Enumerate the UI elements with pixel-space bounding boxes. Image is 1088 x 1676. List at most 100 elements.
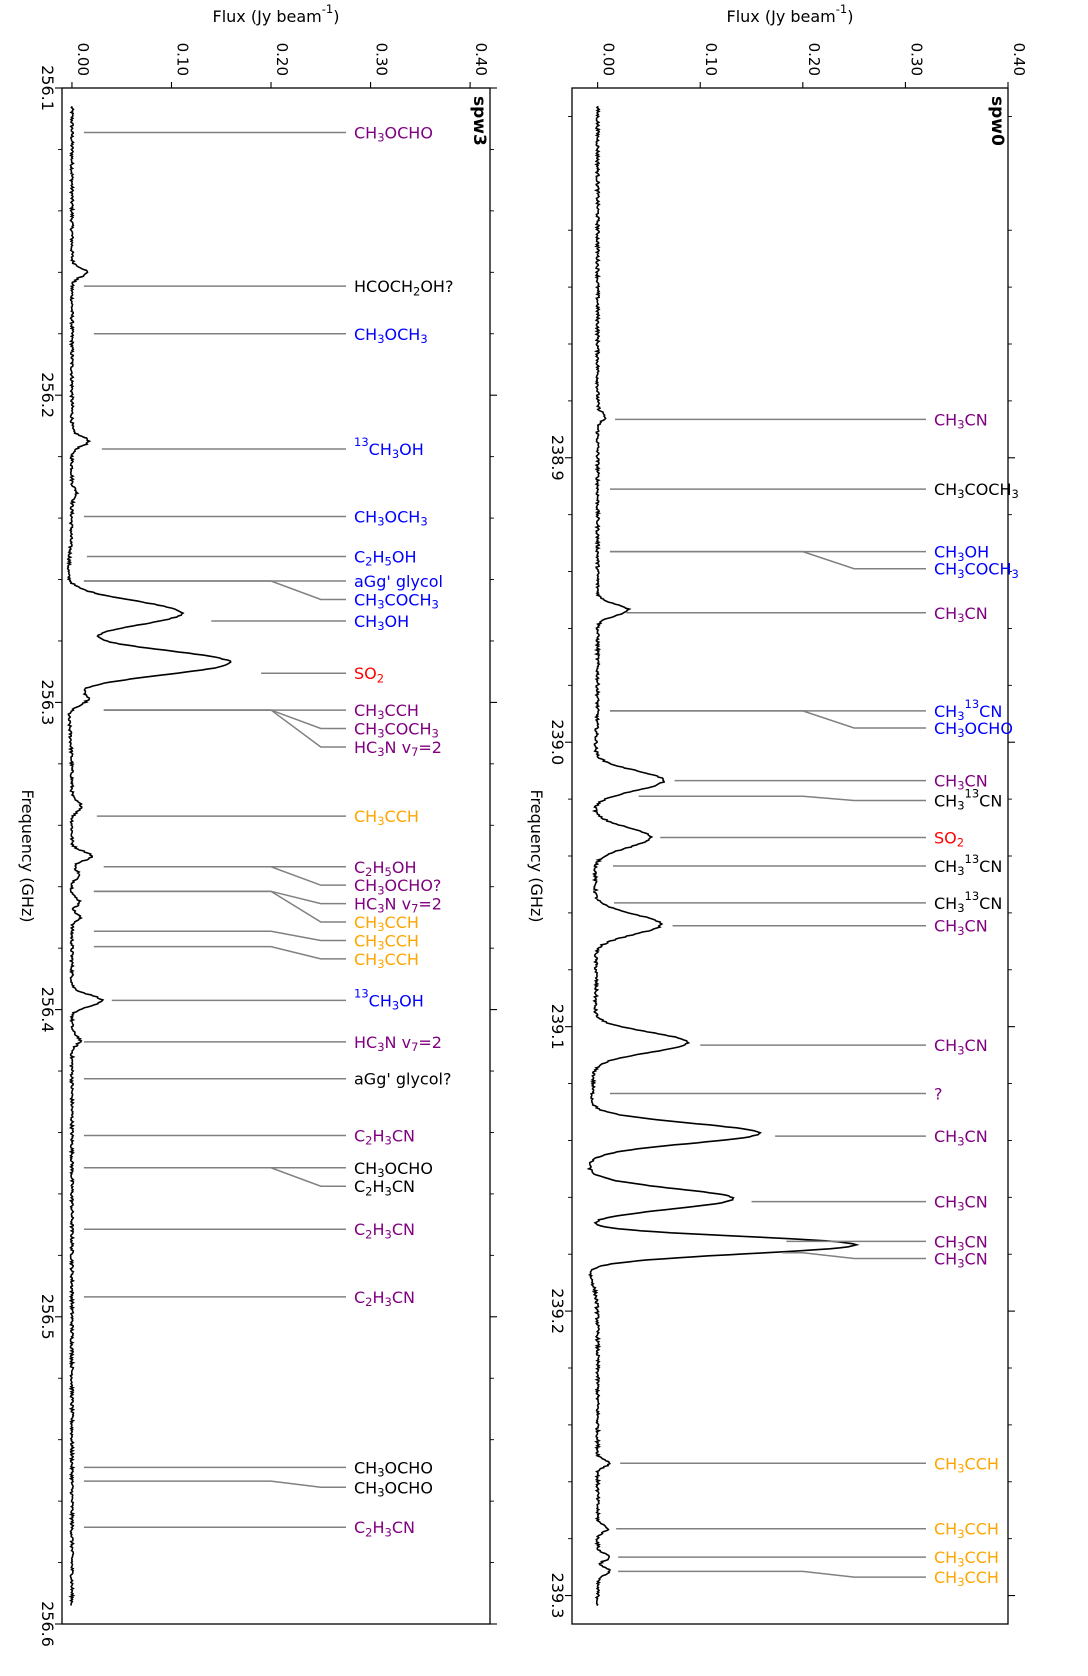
annotation-connector bbox=[618, 1570, 926, 1578]
annotation-connector bbox=[93, 945, 346, 960]
annotation-label: CH3COCH3 bbox=[354, 590, 439, 612]
annotation-connector bbox=[93, 890, 346, 923]
freq-tick-label: 239.3 bbox=[548, 1573, 567, 1619]
annotation-label: C2H3CN bbox=[354, 1177, 415, 1199]
panel-label: spw3 bbox=[469, 96, 489, 146]
annotation-label: CH3CN bbox=[934, 1232, 988, 1254]
flux-axis-label: Flux (Jy beam-1) bbox=[727, 2, 854, 25]
freq-tick-label: 256.2 bbox=[38, 372, 57, 418]
annotation-connector bbox=[103, 866, 346, 886]
annotation-label: HC3N v7=2 bbox=[354, 1032, 442, 1054]
freq-tick-label: 256.4 bbox=[38, 987, 57, 1033]
annotation-label: CH3CN bbox=[934, 410, 988, 432]
annotation-label: CH3OCHO? bbox=[354, 876, 441, 898]
annotation-label: CH3CN bbox=[934, 1036, 988, 1058]
annotation-label: C2H5OH bbox=[354, 547, 416, 569]
flux-tick-label: 0.10 bbox=[702, 43, 720, 76]
annotation-label: CH3COCH3 bbox=[934, 559, 1019, 581]
annotation-label: HC3N v7=2 bbox=[354, 737, 442, 759]
annotation-label: CH3CN bbox=[934, 603, 988, 625]
annotation-label: CH3OCHO bbox=[354, 1458, 433, 1480]
annotation-label: aGg' glycol bbox=[354, 572, 443, 591]
freq-tick-label: 239.2 bbox=[548, 1288, 567, 1334]
panel-label: spw0 bbox=[987, 96, 1007, 146]
flux-tick-label: 0.40 bbox=[1010, 43, 1028, 76]
annotation-label: CH3CN bbox=[934, 1249, 988, 1271]
annotation-label: SO2 bbox=[934, 828, 964, 850]
flux-tick-label: 0.40 bbox=[472, 43, 490, 76]
annotation-label: CH3OCHO bbox=[354, 123, 433, 145]
annotation-connector bbox=[638, 795, 926, 802]
annotation-label: CH313CN bbox=[934, 697, 1002, 723]
annotation-label: SO2 bbox=[354, 664, 384, 686]
flux-tick-label: 0.10 bbox=[173, 43, 191, 76]
annotation-connector bbox=[93, 890, 346, 905]
annotation-label: CH3CN bbox=[934, 1192, 988, 1214]
annotation-label: CH3CCH bbox=[354, 807, 419, 829]
annotation-label: CH3OCH3 bbox=[354, 324, 428, 346]
spectrum-line bbox=[66, 105, 232, 1606]
annotation-label: CH3OH bbox=[354, 611, 409, 633]
annotation-label: CH3CCH bbox=[934, 1454, 999, 1476]
frequency-axis-label: Frequency (GHz) bbox=[18, 789, 37, 922]
flux-axis-label: Flux (Jy beam-1) bbox=[213, 2, 340, 25]
annotation-label: HC3N v7=2 bbox=[354, 894, 442, 916]
annotation-connector bbox=[103, 709, 346, 748]
annotation-label: CH3CN bbox=[934, 1127, 988, 1149]
annotation-label: CH313CN bbox=[934, 787, 1002, 813]
annotation-connector bbox=[782, 1252, 926, 1260]
flux-tick-label: 0.30 bbox=[907, 43, 925, 76]
annotation-label: CH313CN bbox=[934, 852, 1002, 878]
flux-tick-label: 0.00 bbox=[600, 43, 618, 76]
freq-tick-label: 239.0 bbox=[548, 719, 567, 765]
annotation-label: CH3CCH bbox=[934, 1519, 999, 1541]
annotation-label: CH3CN bbox=[934, 916, 988, 938]
annotation-label: CH3OCH3 bbox=[354, 507, 428, 529]
freq-tick-label: 256.6 bbox=[38, 1601, 57, 1647]
panel-spw3: 0.00 0.10 0.20 0.30 0.40 256.1 256.2 256.3 256.4… bbox=[18, 2, 497, 1647]
freq-tick-label: 256.1 bbox=[38, 65, 57, 111]
annotation-connector bbox=[103, 709, 346, 730]
annotation-label: CH3COCH3 bbox=[934, 480, 1019, 502]
annotation-label: CH3CCH bbox=[934, 1568, 999, 1590]
annotation-label: C2H3CN bbox=[354, 1126, 415, 1148]
panel-spw0: 0.00 0.10 0.20 0.30 0.40 238.9 239.0 239.1 239.2… bbox=[527, 2, 1028, 1625]
annotation-label: C2H3CN bbox=[354, 1287, 415, 1309]
annotation-label: CH3OH bbox=[934, 542, 989, 564]
annotation-connector bbox=[83, 1480, 346, 1489]
annotation-label: CH3CCH bbox=[354, 913, 419, 935]
annotation-label: CH3CCH bbox=[354, 931, 419, 953]
annotation-label: CH3CCH bbox=[354, 949, 419, 971]
freq-tick-label: 256.3 bbox=[38, 679, 57, 725]
flux-tick-label: 0.20 bbox=[273, 43, 291, 76]
annotation-connector bbox=[93, 930, 346, 942]
annotation-label: CH3CCH bbox=[354, 701, 419, 723]
frequency-axis-label: Frequency (GHz) bbox=[527, 789, 546, 922]
annotation-label: C2H3CN bbox=[354, 1518, 415, 1540]
annotation-connector bbox=[83, 1167, 346, 1187]
annotation-label: 13CH3OH bbox=[354, 987, 424, 1013]
flux-tick-label: 0.00 bbox=[74, 43, 92, 76]
annotation-label: CH3OCHO bbox=[354, 1158, 433, 1180]
annotation-connector bbox=[609, 710, 926, 729]
annotation-label: aGg' glycol? bbox=[354, 1069, 451, 1088]
freq-tick-label: 239.1 bbox=[548, 1004, 567, 1050]
annotation-label: HCOCH2OH? bbox=[354, 277, 453, 299]
annotation-label: C2H5OH bbox=[354, 857, 416, 879]
annotation-label: 13CH3OH bbox=[354, 435, 424, 461]
annotation-connector bbox=[609, 550, 926, 570]
annotation-label: CH3COCH3 bbox=[354, 719, 439, 741]
spectrum-line bbox=[586, 105, 860, 1607]
flux-tick-label: 0.20 bbox=[805, 43, 823, 76]
flux-tick-label: 0.30 bbox=[373, 43, 391, 76]
annotation-connector bbox=[83, 580, 346, 601]
annotation-label: CH3CCH bbox=[934, 1548, 999, 1570]
plot-frame bbox=[61, 87, 491, 1625]
annotation-label: CH313CN bbox=[934, 889, 1002, 915]
freq-tick-label: 238.9 bbox=[548, 435, 567, 481]
annotation-label: CH3OCHO bbox=[934, 719, 1013, 741]
annotation-label: ? bbox=[934, 1084, 943, 1103]
annotation-label: CH3CN bbox=[934, 771, 988, 793]
freq-tick-label: 256.5 bbox=[38, 1294, 57, 1340]
